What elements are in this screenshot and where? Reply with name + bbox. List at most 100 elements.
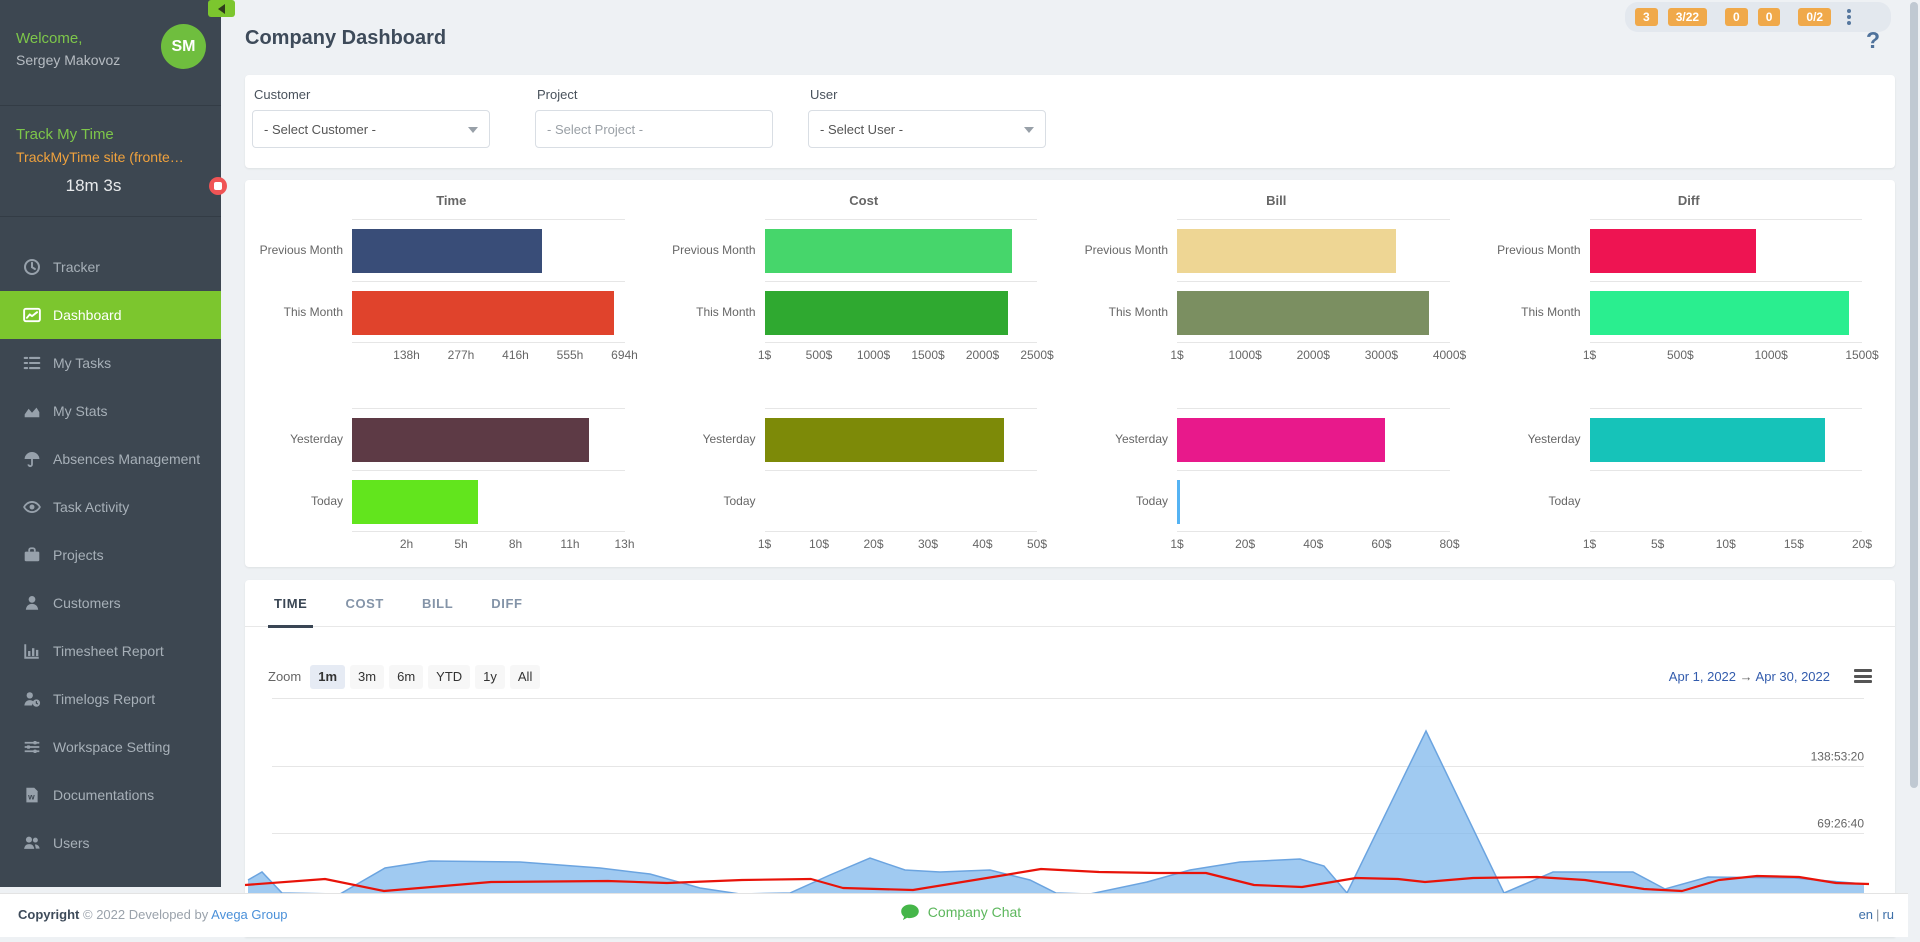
sidebar-item-workspace-setting[interactable]: Workspace Setting bbox=[0, 723, 221, 771]
active-project-name[interactable]: Track My Time bbox=[16, 126, 114, 143]
bar-row-today: Today bbox=[1070, 470, 1483, 532]
stop-timer-button[interactable] bbox=[209, 177, 227, 195]
sidebar-item-label: Task Activity bbox=[53, 499, 130, 515]
users-icon bbox=[23, 834, 41, 852]
tab-diff[interactable]: DIFF bbox=[491, 596, 523, 611]
sidebar-item-my-stats[interactable]: My Stats bbox=[0, 387, 221, 435]
count-badge[interactable]: 0 bbox=[1757, 8, 1781, 26]
sidebar-item-documentations[interactable]: w Documentations bbox=[0, 771, 221, 819]
filter-project: Project - Select Project - bbox=[535, 87, 773, 148]
count-badge[interactable]: 3 bbox=[1635, 8, 1658, 26]
sidebar-item-label: Timesheet Report bbox=[53, 643, 164, 659]
tick-label: 11h bbox=[560, 537, 580, 551]
page-scrollbar[interactable] bbox=[1908, 0, 1920, 937]
bar-track bbox=[1589, 470, 1862, 532]
tab-time[interactable]: TIME bbox=[268, 596, 314, 628]
user-name: Sergey Makovoz bbox=[16, 52, 121, 68]
sidebar-item-task-activity[interactable]: Task Activity bbox=[0, 483, 221, 531]
customer-select[interactable]: - Select Customer - bbox=[252, 110, 490, 148]
count-badge[interactable]: 0 bbox=[1725, 8, 1748, 26]
bar-diff-previous-month[interactable] bbox=[1589, 229, 1756, 273]
filter-user: User - Select User - bbox=[808, 87, 1046, 148]
bar-cost-this-month[interactable] bbox=[764, 291, 1008, 335]
range-arrow: → bbox=[1739, 669, 1753, 684]
sidebar-item-dashboard[interactable]: Dashboard bbox=[0, 291, 221, 339]
bar-time-this-month[interactable] bbox=[352, 291, 614, 335]
bar-bill-previous-month[interactable] bbox=[1177, 229, 1396, 273]
sidebar-item-projects[interactable]: Projects bbox=[0, 531, 221, 579]
zoom-3m-button[interactable]: 3m bbox=[350, 664, 385, 690]
bar-bill-this-month[interactable] bbox=[1177, 291, 1430, 335]
bar-track bbox=[352, 281, 625, 343]
count-badge[interactable]: 3/22 bbox=[1667, 8, 1708, 26]
lang-en[interactable]: en bbox=[1858, 907, 1874, 922]
stats-badge-panel: 3 3/22 0 0 0/2 bbox=[1625, 2, 1891, 32]
range-end[interactable]: Apr 30, 2022 bbox=[1755, 669, 1830, 684]
zoom-1y-button[interactable]: 1y bbox=[475, 664, 505, 690]
count-badge[interactable]: 0/2 bbox=[1798, 8, 1832, 26]
bar-track bbox=[1177, 219, 1450, 281]
sidebar-item-label: Documentations bbox=[53, 787, 155, 803]
sidebar-item-customers[interactable]: Customers bbox=[0, 579, 221, 627]
scrollbar-thumb[interactable] bbox=[1910, 2, 1918, 788]
company-chat[interactable]: Company Chat bbox=[0, 903, 1920, 926]
bar-cost-yesterday[interactable] bbox=[764, 418, 1005, 462]
bar-diff-this-month[interactable] bbox=[1589, 291, 1850, 335]
zoom-ytd-button[interactable]: YTD bbox=[428, 664, 471, 690]
stop-icon bbox=[214, 182, 222, 190]
chart-title: Bill bbox=[1266, 193, 1287, 208]
avatar[interactable]: SM bbox=[161, 24, 206, 69]
active-task-name[interactable]: TrackMyTime site (fronte… bbox=[16, 149, 184, 165]
sidebar-item-label: My Tasks bbox=[53, 355, 112, 371]
bar-track bbox=[352, 219, 625, 281]
chart-tabs: TIME COST BILL DIFF bbox=[245, 580, 1895, 628]
zoom-all-button[interactable]: All bbox=[509, 664, 541, 690]
sidebar: Welcome, Sergey Makovoz SM Track My Time… bbox=[0, 0, 227, 887]
bar-cost-previous-month[interactable] bbox=[764, 229, 1012, 273]
sidebar-item-label: Absences Management bbox=[53, 451, 201, 467]
bar-diff-yesterday[interactable] bbox=[1589, 418, 1826, 462]
sidebar-item-timelogs-report[interactable]: Timelogs Report bbox=[0, 675, 221, 723]
tick-label: 1000$ bbox=[856, 348, 891, 362]
sidebar-item-users[interactable]: Users bbox=[0, 819, 221, 867]
tab-cost[interactable]: COST bbox=[345, 596, 384, 611]
bar-bill-today[interactable] bbox=[1177, 480, 1181, 524]
sidebar-item-absences-management[interactable]: Absences Management bbox=[0, 435, 221, 483]
user-select[interactable]: - Select User - bbox=[808, 110, 1046, 148]
tick-label: 1$ bbox=[757, 537, 772, 551]
chart-menu-icon[interactable] bbox=[1854, 669, 1872, 686]
copyright: Copyright © 2022 Developed by Avega Grou… bbox=[18, 907, 288, 922]
sidebar-collapse-button[interactable] bbox=[208, 0, 235, 17]
sidebar-item-my-tasks[interactable]: My Tasks bbox=[0, 339, 221, 387]
zoom-1m-button[interactable]: 1m bbox=[310, 664, 346, 690]
help-icon[interactable]: ? bbox=[1866, 27, 1881, 53]
bar-time-yesterday[interactable] bbox=[352, 418, 589, 462]
subchart: Previous Month This Month 138h 277h 416h 55… bbox=[245, 219, 658, 363]
lang-ru[interactable]: ru bbox=[1882, 907, 1894, 922]
bar-label: Yesterday bbox=[290, 432, 343, 446]
kebab-menu-icon[interactable] bbox=[1845, 7, 1853, 27]
x-axis-ticks: 138h 277h 416h 555h 694h bbox=[352, 343, 638, 363]
zoom-6m-button[interactable]: 6m bbox=[389, 664, 424, 690]
sidebar-item-label: Tracker bbox=[53, 259, 100, 275]
bar-track bbox=[764, 219, 1037, 281]
project-select[interactable]: - Select Project - bbox=[535, 110, 773, 148]
bar-track bbox=[764, 408, 1037, 470]
filters-card: Customer - Select Customer - Project - Se… bbox=[245, 75, 1895, 168]
bar-time-today[interactable] bbox=[352, 480, 478, 524]
bar-bill-yesterday[interactable] bbox=[1177, 418, 1385, 462]
tick-label: 5h bbox=[454, 537, 468, 551]
sidebar-item-tracker[interactable]: Tracker bbox=[0, 243, 221, 291]
chevron-down-icon bbox=[468, 127, 478, 133]
developer-link[interactable]: Avega Group bbox=[211, 907, 288, 922]
timer-value: 18m 3s bbox=[65, 176, 122, 195]
sidebar-item-timesheet-report[interactable]: Timesheet Report bbox=[0, 627, 221, 675]
tick-label: 60$ bbox=[1371, 537, 1392, 551]
chart-title: Diff bbox=[1677, 193, 1700, 208]
tab-bill[interactable]: BILL bbox=[421, 596, 454, 611]
range-start[interactable]: Apr 1, 2022 bbox=[1668, 669, 1737, 684]
bar-label: This Month bbox=[1108, 305, 1168, 319]
welcome-text: Welcome, bbox=[16, 30, 83, 47]
bar-time-previous-month[interactable] bbox=[352, 229, 543, 273]
sidebar-menu: Tracker Dashboard My Tasks My Stats Absences… bbox=[0, 243, 221, 867]
